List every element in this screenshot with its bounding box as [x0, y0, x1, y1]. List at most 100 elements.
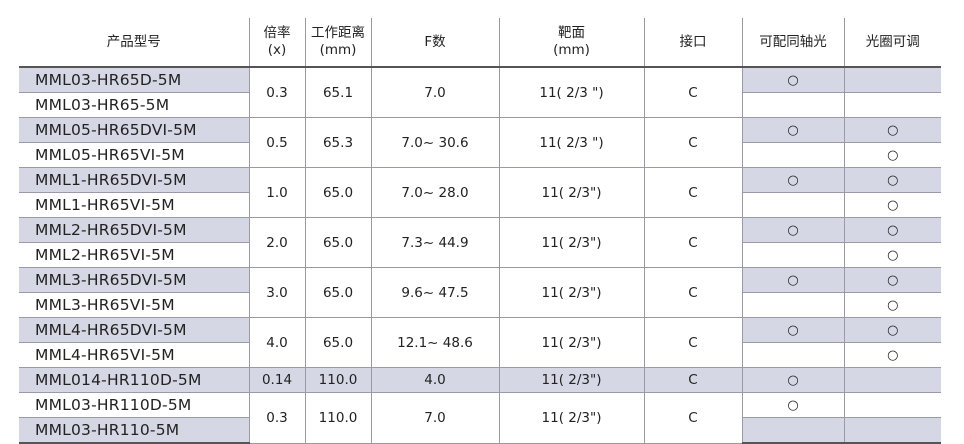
mount-cell: C [643, 267, 743, 318]
table-row: MML03-HR65D-5M 0.3 65.1 7.0 11( 2/3 ") C ○ [19, 66, 941, 118]
table-row: MML1-HR65DVI-5M 1.0 65.0 7.0~ 28.0 11( 2/3")… [19, 167, 941, 218]
working-distance-cell: 65.0 [304, 317, 372, 368]
header-row: 产品型号 倍率 (x) 工作距离 (mm) F数 靶面 (mm) 接口 可配同轴光 光圈可调 [19, 18, 941, 68]
working-distance-cell: 65.0 [304, 217, 372, 268]
model-cell: MML1-HR65VI-5M [19, 192, 250, 218]
coaxial-light-cell [741, 92, 845, 118]
mount-cell: C [643, 117, 743, 168]
coaxial-light-cell: ○ [741, 117, 845, 143]
adjustable-iris-cell: ○ [843, 317, 941, 343]
model-cell: MML03-HR110D-5M [19, 392, 250, 418]
header-label: 光圈可调 [865, 33, 920, 50]
mount-cell: C [643, 367, 743, 393]
coaxial-light-cell [741, 142, 845, 168]
model-cell: MML05-HR65VI-5M [19, 142, 250, 168]
f-number-cell: 4.0 [370, 367, 500, 393]
header-label: 靶面 [558, 25, 585, 41]
coaxial-light-cell [741, 342, 845, 368]
model-cell: MML014-HR110D-5M [19, 367, 250, 393]
coaxial-light-cell: ○ [741, 267, 845, 293]
table-row: MML014-HR110D-5M 0.14 110.0 4.0 11( 2/3") C ○ [19, 367, 941, 393]
spec-table-container: 产品型号 倍率 (x) 工作距离 (mm) F数 靶面 (mm) 接口 可配同轴光 光圈可调 MML… [19, 18, 941, 444]
working-distance-cell: 65.1 [304, 66, 372, 118]
coaxial-light-cell [741, 417, 845, 444]
header-mount: 接口 [643, 18, 743, 68]
coaxial-light-cell: ○ [741, 317, 845, 343]
mount-cell: C [643, 217, 743, 268]
header-label: 接口 [679, 33, 707, 50]
mount-cell: C [643, 392, 743, 444]
f-number-cell: 7.0 [370, 392, 500, 444]
magnification-cell: 0.5 [248, 117, 306, 168]
adjustable-iris-cell [843, 417, 941, 444]
header-f-number: F数 [370, 18, 500, 68]
working-distance-cell: 65.0 [304, 167, 372, 218]
adjustable-iris-cell [843, 92, 941, 118]
table-row: MML3-HR65DVI-5M 3.0 65.0 9.6~ 47.5 11( 2/3")… [19, 267, 941, 318]
target-surface-cell: 11( 2/3") [498, 167, 645, 218]
adjustable-iris-cell [843, 392, 941, 418]
adjustable-iris-cell: ○ [843, 342, 941, 368]
adjustable-iris-cell: ○ [843, 292, 941, 318]
adjustable-iris-cell: ○ [843, 142, 941, 168]
f-number-cell: 9.6~ 47.5 [370, 267, 500, 318]
table-row: MML03-HR110D-5M 0.3 110.0 7.0 11( 2/3") C ○ [19, 392, 941, 444]
target-surface-cell: 11( 2/3") [498, 367, 645, 393]
model-cell: MML03-HR65D-5M [19, 66, 250, 93]
table-body: MML03-HR65D-5M 0.3 65.1 7.0 11( 2/3 ") C ○ MML0… [19, 66, 941, 444]
mount-cell: C [643, 66, 743, 118]
magnification-cell: 4.0 [248, 317, 306, 368]
header-unit: (mm) [319, 42, 357, 58]
model-cell: MML1-HR65DVI-5M [19, 167, 250, 193]
table-row: MML3-HR65VI-5M ○ [19, 292, 941, 318]
header-label: 倍率 [263, 25, 291, 41]
header-unit: (mm) [553, 42, 590, 58]
mount-cell: C [643, 167, 743, 218]
table-row: MML4-HR65DVI-5M 4.0 65.0 12.1~ 48.6 11( 2/3"… [19, 317, 941, 368]
model-cell: MML3-HR65VI-5M [19, 292, 250, 318]
table-row: MML05-HR65DVI-5M 0.5 65.3 7.0~ 30.6 11( 2/3 … [19, 117, 941, 168]
magnification-cell: 0.14 [248, 367, 306, 393]
spec-table: 产品型号 倍率 (x) 工作距离 (mm) F数 靶面 (mm) 接口 可配同轴光 光圈可调 MML… [19, 18, 941, 444]
table-row: MML03-HR65-5M [19, 92, 941, 118]
coaxial-light-cell: ○ [741, 367, 845, 393]
header-label: F数 [424, 33, 446, 50]
adjustable-iris-cell [843, 367, 941, 393]
target-surface-cell: 11( 2/3") [498, 267, 645, 318]
target-surface-cell: 11( 2/3") [498, 217, 645, 268]
magnification-cell: 3.0 [248, 267, 306, 318]
header-label: 工作距离 [311, 25, 365, 41]
target-surface-cell: 11( 2/3 ") [498, 117, 645, 168]
f-number-cell: 7.0~ 30.6 [370, 117, 500, 168]
f-number-cell: 12.1~ 48.6 [370, 317, 500, 368]
header-target-surface: 靶面 (mm) [498, 18, 645, 68]
table-row: MML2-HR65DVI-5M 2.0 65.0 7.3~ 44.9 11( 2/3")… [19, 217, 941, 268]
adjustable-iris-cell [843, 66, 941, 93]
f-number-cell: 7.0 [370, 66, 500, 118]
table-header: 产品型号 倍率 (x) 工作距离 (mm) F数 靶面 (mm) 接口 可配同轴光 光圈可调 [19, 18, 941, 68]
working-distance-cell: 110.0 [304, 367, 372, 393]
model-cell: MML2-HR65VI-5M [19, 242, 250, 268]
adjustable-iris-cell: ○ [843, 217, 941, 243]
coaxial-light-cell: ○ [741, 167, 845, 193]
f-number-cell: 7.3~ 44.9 [370, 217, 500, 268]
working-distance-cell: 65.0 [304, 267, 372, 318]
header-model: 产品型号 [19, 18, 250, 68]
header-working-distance: 工作距离 (mm) [304, 18, 372, 68]
model-cell: MML03-HR110-5M [19, 417, 250, 444]
magnification-cell: 0.3 [248, 392, 306, 444]
header-coaxial-light: 可配同轴光 [741, 18, 845, 68]
header-label: 产品型号 [106, 33, 161, 50]
adjustable-iris-cell: ○ [843, 242, 941, 268]
target-surface-cell: 11( 2/3 ") [498, 66, 645, 118]
coaxial-light-cell [741, 292, 845, 318]
header-magnification: 倍率 (x) [248, 18, 306, 68]
header-adjustable-iris: 光圈可调 [843, 18, 941, 68]
target-surface-cell: 11( 2/3") [498, 392, 645, 444]
magnification-cell: 0.3 [248, 66, 306, 118]
coaxial-light-cell [741, 192, 845, 218]
model-cell: MML4-HR65VI-5M [19, 342, 250, 368]
magnification-cell: 2.0 [248, 217, 306, 268]
coaxial-light-cell: ○ [741, 66, 845, 93]
header-label: 可配同轴光 [759, 33, 827, 50]
